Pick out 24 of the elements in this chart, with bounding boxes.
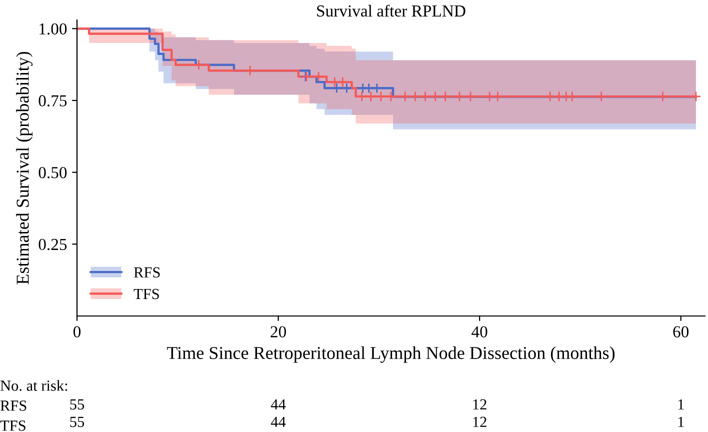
text: 1 <box>678 399 684 410</box>
y-tick-label: 0.25 <box>38 238 67 250</box>
text: 55 <box>70 399 84 410</box>
x-tick-label: 60 <box>673 326 689 338</box>
text: 44 <box>270 399 286 410</box>
category-label: RFS <box>0 400 26 411</box>
x-tick-label: 40 <box>472 326 488 338</box>
text: 55 <box>70 416 84 428</box>
y-tick-label: 1.00 <box>40 23 67 35</box>
text: 1 <box>678 416 684 427</box>
text: No. at risk: <box>0 380 68 391</box>
chart-title: Survival after RPLND <box>317 4 466 17</box>
x-axis-title: Time Since Retroperitoneal Lymph Node Dissection (months) <box>166 346 615 363</box>
y-tick-label: 0.50 <box>38 167 67 178</box>
category-label: TFS <box>0 420 26 431</box>
y-axis-title: Estimated Survival (probability) <box>16 52 33 284</box>
legend-label: RFS <box>134 267 160 278</box>
x-tick-label: 20 <box>270 326 286 338</box>
y-tick-label: 0.75 <box>38 95 67 106</box>
legend-label: TFS <box>134 288 159 300</box>
x-tick-label: 0 <box>73 326 81 338</box>
text: 44 <box>270 416 286 427</box>
text: 12 <box>473 416 486 427</box>
text: 12 <box>473 399 486 410</box>
